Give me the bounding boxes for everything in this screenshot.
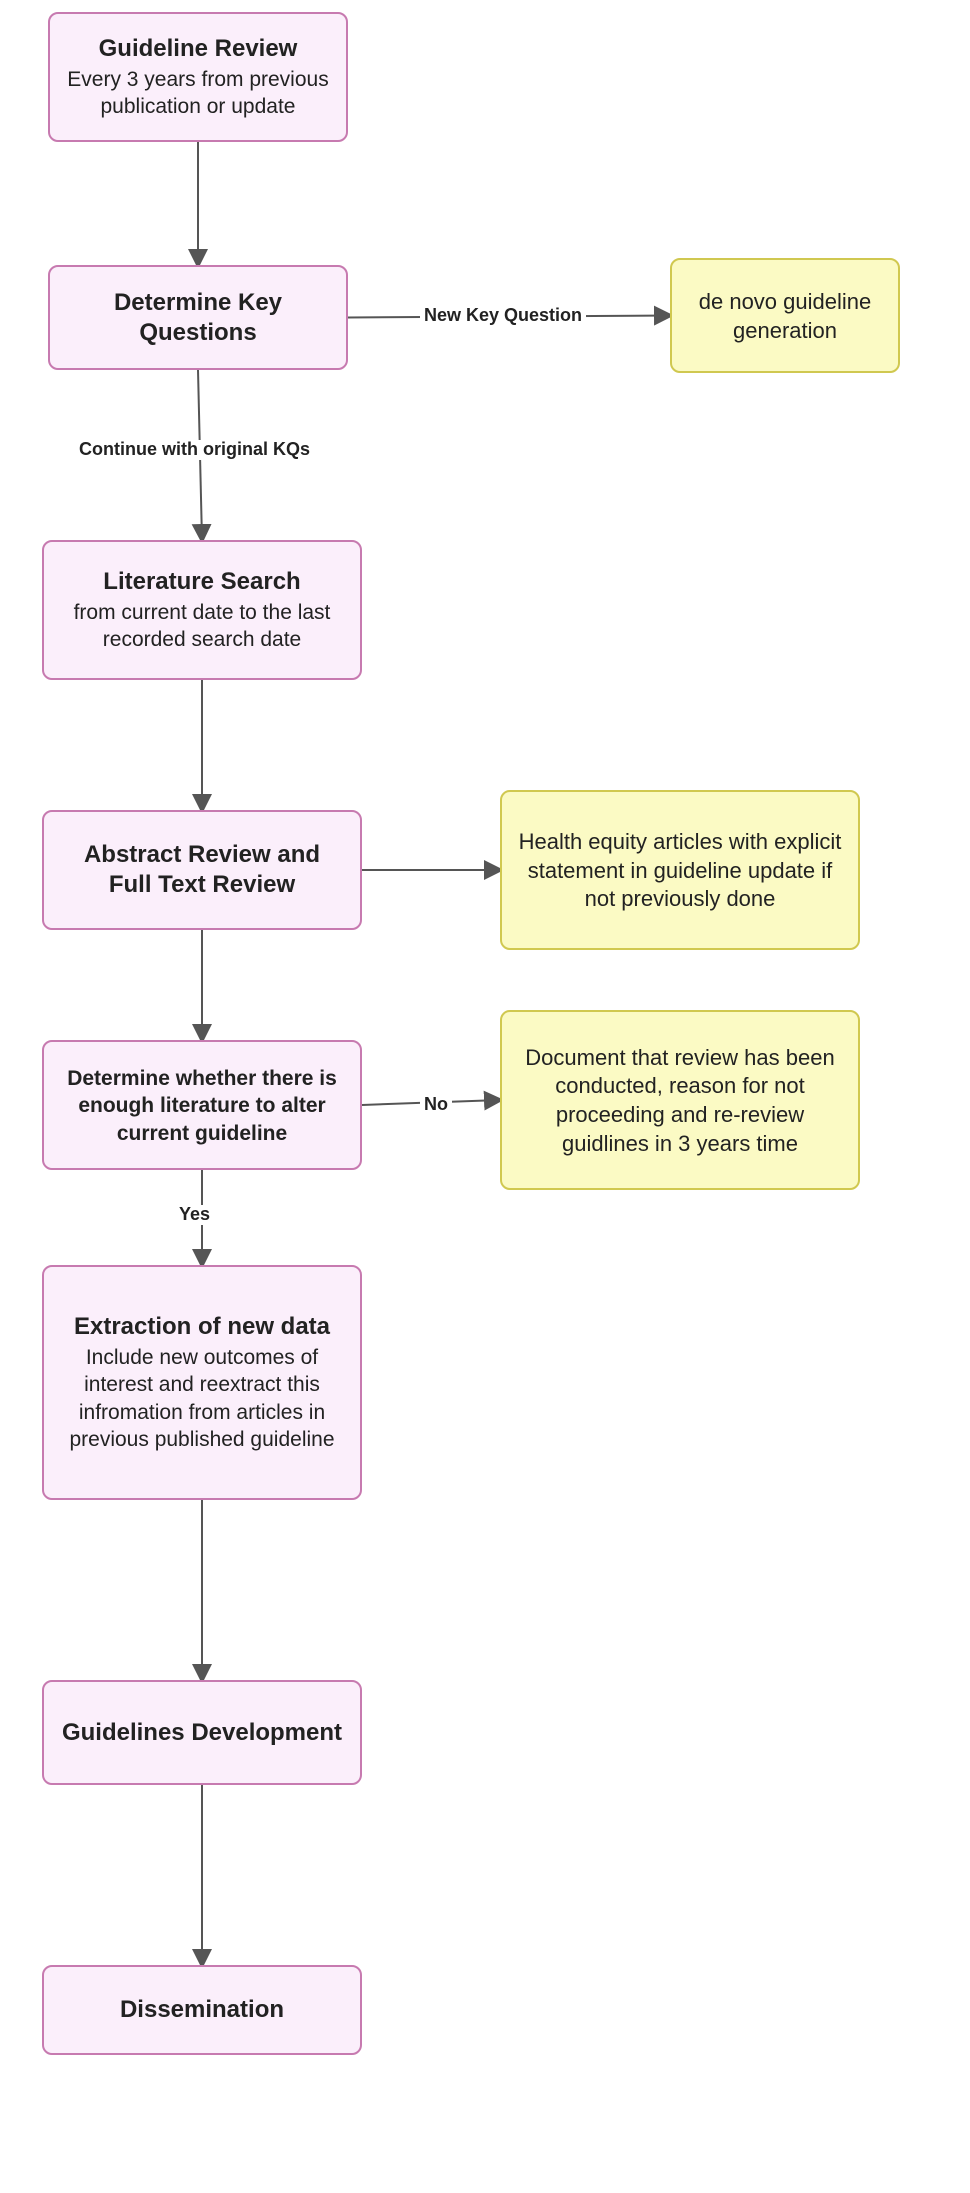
node-title: Extraction of new data [74,1312,330,1342]
flow-node-n7: Determine whether there is enough litera… [42,1040,362,1170]
flow-node-n2: Determine Key Questions [48,265,348,370]
node-title: Guidelines Development [62,1718,342,1748]
node-body: de novo guideline generation [688,288,882,345]
node-title: Dissemination [120,1995,284,2025]
flow-node-n10: Guidelines Development [42,1680,362,1785]
node-body: Document that review has been conducted,… [518,1044,842,1158]
flow-node-n3: de novo guideline generation [670,258,900,373]
node-body: Determine whether there is enough litera… [60,1065,344,1147]
flow-node-n5: Abstract Review and Full Text Review [42,810,362,930]
edge-label-e2to3: New Key Question [420,306,586,326]
node-body: Include new outcomes of interest and ree… [60,1344,344,1453]
node-title: Abstract Review and Full Text Review [60,840,344,900]
flow-node-n8: Document that review has been conducted,… [500,1010,860,1190]
node-body: Health equity articles with explicit sta… [518,828,842,914]
node-title: Determine Key Questions [66,288,330,348]
edge-label-e7to8: No [420,1095,452,1115]
node-title: Literature Search [103,567,300,597]
flow-node-n1: Guideline ReviewEvery 3 years from previ… [48,12,348,142]
edge-label-e2to4: Continue with original KQs [75,440,314,460]
flow-node-n6: Health equity articles with explicit sta… [500,790,860,950]
node-title: Guideline Review [99,34,298,64]
flow-node-n11: Dissemination [42,1965,362,2055]
flow-node-n4: Literature Searchfrom current date to th… [42,540,362,680]
node-body: Every 3 years from previous publication … [66,66,330,121]
node-body: from current date to the last recorded s… [60,599,344,654]
flow-node-n9: Extraction of new dataInclude new outcom… [42,1265,362,1500]
edge-label-e7to9: Yes [175,1205,214,1225]
